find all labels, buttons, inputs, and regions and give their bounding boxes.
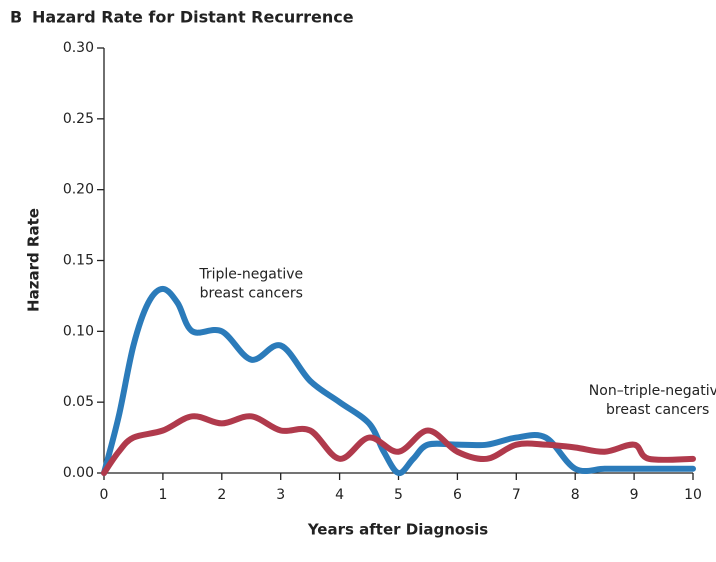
x-axis-title: Years after Diagnosis bbox=[307, 521, 488, 539]
x-tick-label: 10 bbox=[684, 487, 702, 503]
x-tick-label: 5 bbox=[394, 487, 403, 503]
y-tick-label: 0.15 bbox=[63, 253, 94, 269]
x-tick-label: 7 bbox=[512, 487, 521, 503]
annotation: Triple-negative bbox=[198, 267, 303, 283]
y-tick-label: 0.10 bbox=[63, 323, 94, 339]
y-tick-label: 0.30 bbox=[63, 40, 94, 56]
x-tick-label: 8 bbox=[571, 487, 580, 503]
y-tick-label: 0.20 bbox=[63, 182, 94, 198]
y-tick-label: 0.25 bbox=[63, 111, 94, 127]
annotation: Non–triple-negative bbox=[589, 383, 716, 399]
x-tick-label: 0 bbox=[100, 487, 109, 503]
x-tick-label: 3 bbox=[276, 487, 285, 503]
chart-title: Hazard Rate for Distant Recurrence bbox=[32, 8, 354, 27]
annotation: breast cancers bbox=[200, 286, 303, 302]
y-tick-label: 0.05 bbox=[63, 394, 94, 410]
x-tick-label: 1 bbox=[158, 487, 167, 503]
series-line bbox=[101, 285, 696, 477]
series-line bbox=[101, 413, 696, 476]
x-tick-label: 2 bbox=[217, 487, 226, 503]
annotation: breast cancers bbox=[606, 402, 709, 418]
panel-label: B bbox=[10, 8, 22, 27]
x-tick-label: 6 bbox=[453, 487, 462, 503]
x-tick-label: 4 bbox=[335, 487, 344, 503]
y-tick-label: 0.00 bbox=[63, 465, 94, 481]
y-axis-title: Hazard Rate bbox=[25, 208, 43, 312]
x-tick-label: 9 bbox=[630, 487, 639, 503]
